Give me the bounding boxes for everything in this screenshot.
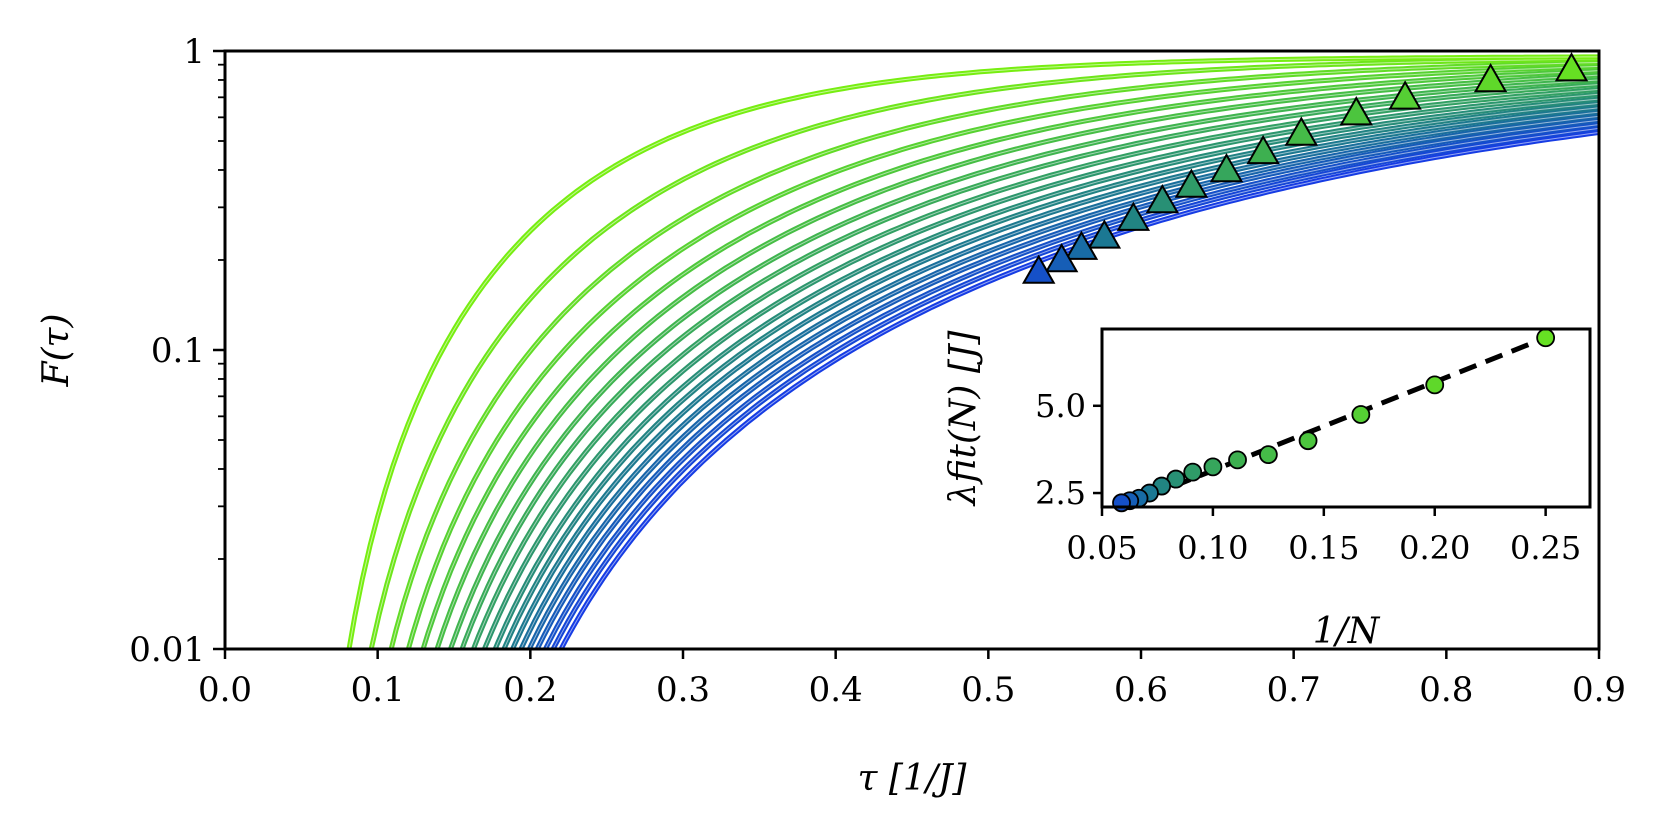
inset-point <box>1258 445 1278 465</box>
inset-point <box>1112 493 1131 513</box>
y-tick-label: 0.01 <box>129 630 205 670</box>
y-tick-label: 1 <box>183 32 205 72</box>
inset-points <box>1112 328 1556 513</box>
inset-point <box>1203 457 1223 477</box>
inset-x-tick-label: 0.15 <box>1288 529 1359 567</box>
inset-point <box>1425 375 1445 395</box>
x-tick-label: 0.8 <box>1419 670 1473 710</box>
inset-y-ticks: 2.5 5.0 <box>1035 387 1102 512</box>
triangle-marker <box>1064 230 1099 260</box>
triangle-marker <box>1044 242 1079 273</box>
main-curve-highlight <box>536 119 1599 649</box>
inset-y-tick-label: 2.5 <box>1035 474 1086 512</box>
main-markers <box>1021 52 1589 284</box>
triangle-marker <box>1388 80 1422 110</box>
main-curve-highlight <box>483 93 1599 649</box>
main-curve-highlight <box>520 111 1599 649</box>
x-tick-label: 0.5 <box>961 670 1015 710</box>
main-curve-highlight <box>544 124 1599 649</box>
inset-x-tick-label: 0.05 <box>1066 529 1137 567</box>
triangle-marker <box>1554 52 1589 82</box>
x-tick-label: 0.0 <box>198 670 252 710</box>
inset-axes-frame <box>1100 327 1592 509</box>
main-x-axis-label: τ [1/J] <box>858 758 968 799</box>
x-tick-label: 0.2 <box>503 670 557 710</box>
inset-point <box>1298 431 1318 451</box>
inset-y-tick-label: 5.0 <box>1035 387 1086 425</box>
main-curve-highlight <box>503 102 1599 649</box>
x-tick-label: 0.9 <box>1572 670 1626 710</box>
main-curve-highlight <box>436 74 1599 649</box>
y-tick-label: 0.1 <box>151 331 205 371</box>
inset-fit-line-group <box>1120 335 1547 510</box>
main-curve-highlight <box>390 61 1599 649</box>
triangle-marker <box>1145 183 1180 214</box>
inset-y-axis-label: λfit(N) [J] <box>943 330 984 508</box>
triangle-marker <box>1339 96 1373 126</box>
main-curve-highlight <box>422 70 1599 649</box>
inset-point <box>1183 462 1203 482</box>
main-y-ticks: 0.01 0.1 1 <box>129 32 225 670</box>
triangle-marker <box>1174 168 1209 198</box>
x-tick-label: 0.3 <box>656 670 710 710</box>
inset-chart: 0.05 0.10 0.15 0.20 0.25 2.5 5.0 1/N λfit(N) … <box>943 327 1592 652</box>
inset-x-tick-label: 0.20 <box>1399 529 1470 567</box>
triangle-marker <box>1473 62 1508 93</box>
main-curve-highlight <box>560 131 1599 649</box>
main-x-ticks: 0.0 0.1 0.2 0.3 0.4 0.5 0.6 0.7 0.8 0.9 <box>198 649 1626 710</box>
main-y-axis-label: F(τ) <box>36 314 77 388</box>
main-curve-highlight <box>494 98 1599 649</box>
inset-x-tick-label: 0.10 <box>1177 529 1248 567</box>
triangle-marker <box>1116 201 1151 231</box>
main-curve-highlight <box>450 79 1599 649</box>
inset-x-axis-label: 1/N <box>1313 611 1381 652</box>
main-curve-highlight <box>552 127 1599 649</box>
inset-fit-line <box>1120 335 1547 510</box>
inset-x-ticks: 0.05 0.10 0.15 0.20 0.25 <box>1066 507 1581 567</box>
inset-point <box>1351 405 1371 424</box>
main-curve-highlight <box>407 65 1599 649</box>
x-tick-label: 0.7 <box>1267 670 1321 710</box>
main-curve-highlight <box>348 56 1599 649</box>
x-tick-label: 0.6 <box>1114 670 1168 710</box>
inset-x-tick-label: 0.25 <box>1510 529 1581 567</box>
inset-point <box>1228 450 1247 470</box>
triangle-marker <box>1021 254 1056 284</box>
triangle-marker <box>1246 134 1280 165</box>
x-tick-label: 0.4 <box>809 670 863 710</box>
triangle-marker <box>1284 116 1319 146</box>
triangle-marker <box>1209 152 1244 183</box>
x-tick-label: 0.1 <box>351 670 405 710</box>
main-curve-highlight <box>370 58 1599 649</box>
triangle-marker <box>1087 219 1122 249</box>
inset-point <box>1536 328 1556 348</box>
main-curve-highlight <box>528 115 1599 649</box>
main-curve-highlight <box>512 107 1599 649</box>
